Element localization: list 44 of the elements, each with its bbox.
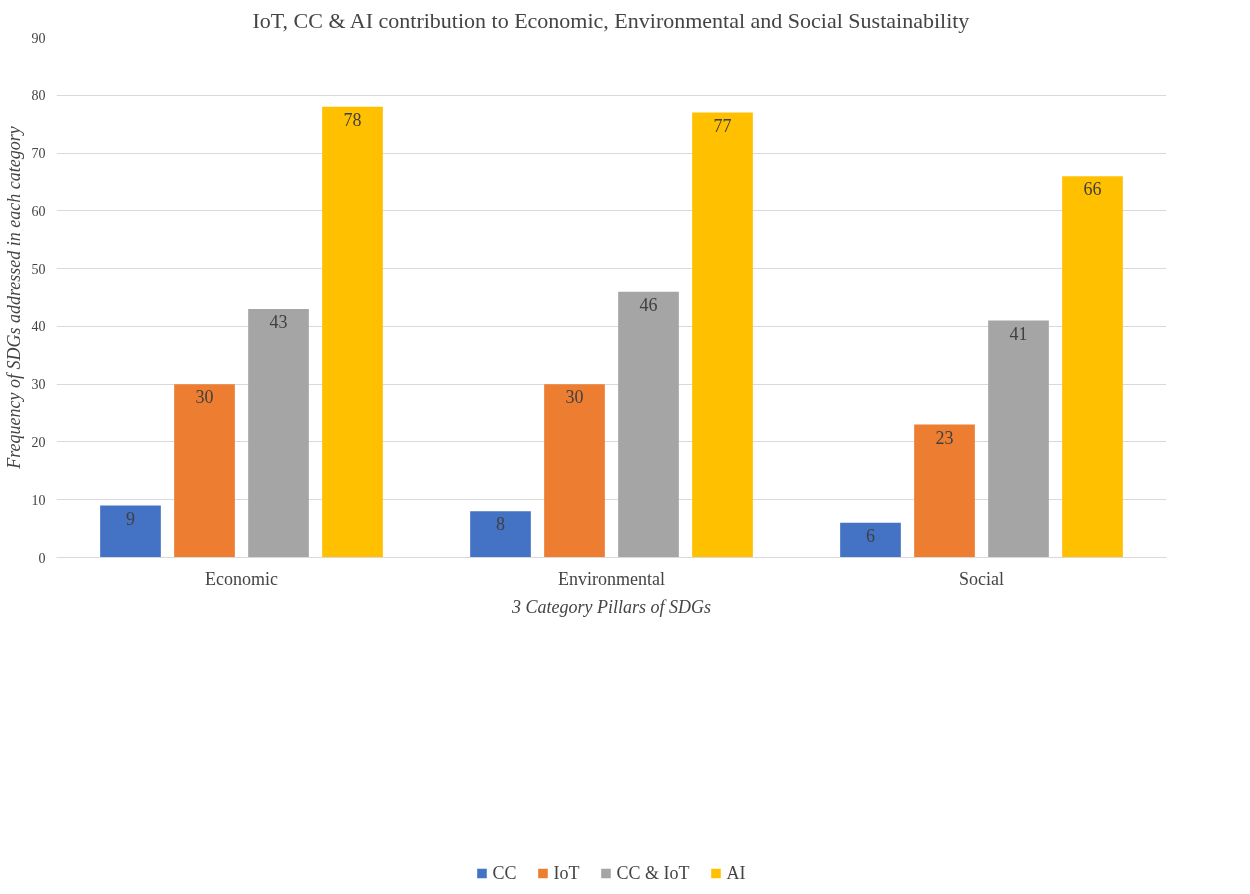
bar [174, 384, 235, 558]
y-tick-label: 60 [31, 203, 46, 219]
data-label: 43 [269, 312, 288, 333]
y-tick-label: 20 [31, 434, 46, 450]
bar [1062, 176, 1123, 558]
bar [544, 384, 605, 558]
data-label: 23 [935, 427, 954, 448]
x-tick-label: Social [959, 568, 1004, 589]
data-label: 6 [866, 525, 875, 546]
bar [618, 291, 679, 558]
bar [914, 424, 975, 558]
y-tick-label: 80 [31, 88, 46, 104]
y-tick-label: 50 [31, 261, 46, 277]
data-label: 66 [1083, 179, 1102, 200]
y-tick-label: 70 [31, 146, 46, 162]
legend-label: CC & IoT [616, 862, 690, 884]
bar [988, 320, 1049, 558]
y-tick-label: 90 [31, 30, 46, 46]
y-tick-label: 30 [31, 377, 46, 393]
x-tick-label: Economic [205, 568, 278, 589]
legend-label: AI [726, 862, 747, 884]
data-label: 78 [343, 109, 362, 130]
y-tick-label: 40 [31, 319, 46, 335]
data-label: 8 [496, 514, 505, 535]
y-tick-label: 0 [38, 550, 46, 566]
data-label: 77 [713, 115, 732, 136]
x-tick-label: Environmental [558, 568, 665, 589]
chart-title: IoT, CC & AI contribution to Economic, Environmental and Social Sustainability [252, 7, 970, 33]
data-label: 9 [126, 508, 135, 529]
data-label: 46 [639, 294, 658, 315]
legend-label: CC [492, 862, 517, 884]
bar [470, 511, 531, 558]
bar [692, 112, 753, 558]
bar [100, 505, 161, 558]
bar [248, 309, 309, 558]
data-label: 41 [1009, 323, 1028, 344]
x-axis-title: 3 Category Pillars of SDGs [511, 596, 712, 617]
y-tick-label: 10 [31, 492, 46, 508]
data-label: 30 [565, 387, 584, 408]
y-axis-title: Frequency of SDGs addressed in each category [3, 126, 24, 470]
data-label: 30 [195, 387, 214, 408]
bar [322, 106, 383, 558]
legend-label: IoT [553, 862, 580, 884]
bar [840, 522, 901, 558]
